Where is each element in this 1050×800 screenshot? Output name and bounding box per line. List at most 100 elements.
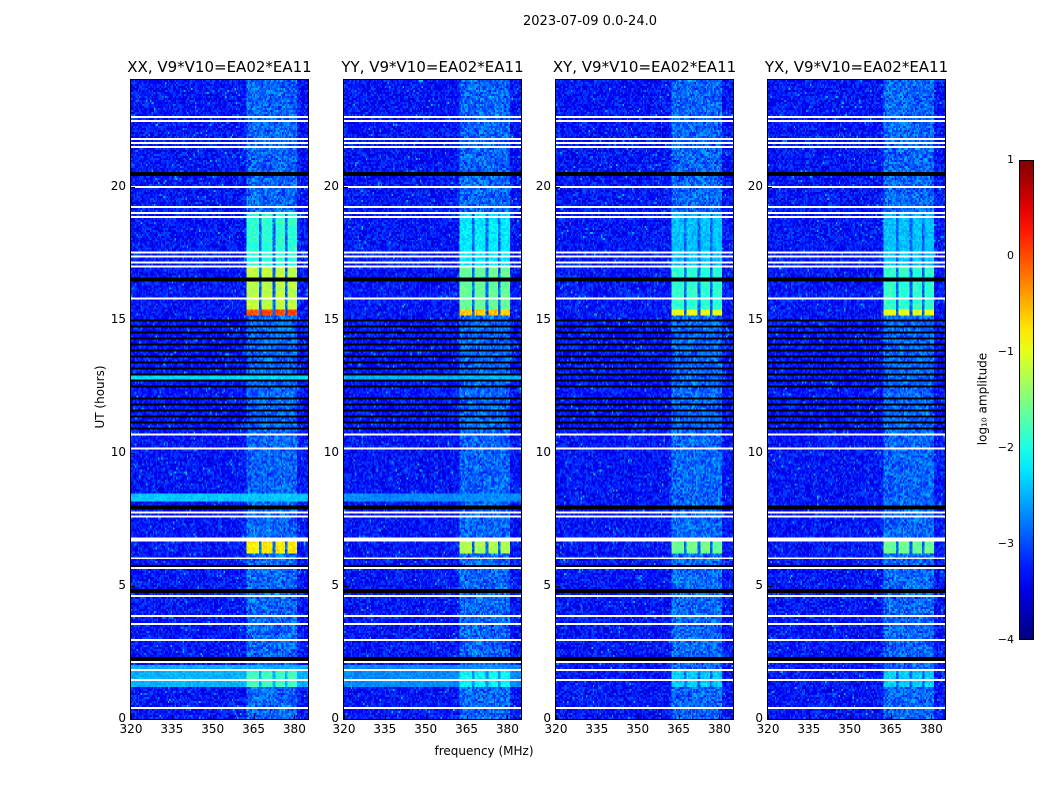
y-tick-mark [768,452,772,454]
x-tick-label: 380 [495,722,519,736]
x-tick-mark [768,715,769,719]
x-tick-mark [931,715,933,719]
y-tick-mark [556,186,560,188]
y-tick-mark [131,585,135,587]
x-tick-label: 380 [919,722,943,736]
y-tick-label: 15 [323,311,339,326]
x-tick-mark [637,715,639,719]
x-tick-mark [678,715,680,719]
waterfall-panel: YY, V9*V10=EA02*EA11 0 5 10 15 20 320 335 350 365… [324,58,524,736]
colorbar-tick-label: −2 [997,441,1014,454]
y-tick-label: 0 [331,711,339,725]
y-tick-mark [131,719,135,720]
waterfall-panel: YX, V9*V10=EA02*EA11 0 5 10 15 20 320 335 350 365… [748,58,948,736]
x-tick-mark [808,715,810,719]
y-tick-label: 0 [543,711,551,725]
x-tick-label: 380 [282,722,306,736]
y-tick-mark [768,319,772,321]
x-tick-mark [253,715,255,719]
y-tick-label: 20 [323,178,339,193]
y-tick-mark [556,452,560,454]
figure-title: 2023-07-09 0.0-24.0 [523,14,657,29]
heatmap-image [768,80,945,719]
y-tick-label: 15 [110,311,126,326]
x-tick-mark [212,715,214,719]
x-tick-label: 350 [626,722,650,736]
y-tick-mark [556,319,560,321]
x-tick-label: 350 [838,722,862,736]
y-tick-label: 0 [755,711,763,725]
y-tick-label: 5 [755,577,763,592]
colorbar-tick-label: −3 [997,537,1014,550]
x-tick-label: 320 [544,722,568,736]
y-tick-mark [131,186,135,188]
y-tick-label: 5 [543,577,551,592]
y-tick-mark [556,719,560,720]
panel-title: YX, V9*V10=EA02*EA11 [764,58,949,76]
x-tick-label: 365 [879,722,902,736]
x-tick-label: 350 [201,722,225,736]
y-tick-mark [768,585,772,587]
y-tick-label: 0 [118,711,126,725]
y-tick-mark [768,186,772,188]
y-tick-label: 15 [747,311,763,326]
y-tick-mark [344,719,348,720]
x-tick-label: 320 [119,722,143,736]
colorbar-tick-label: −4 [997,633,1014,646]
x-tick-mark [425,715,427,719]
x-tick-label: 365 [242,722,265,736]
x-tick-label: 335 [585,722,609,736]
x-tick-mark [171,715,173,719]
y-tick-label: 10 [747,444,763,459]
x-tick-mark [466,715,468,719]
waterfall-panel: XY, V9*V10=EA02*EA11 0 5 10 15 20 320 335 350 365… [536,58,736,736]
x-tick-label: 350 [414,722,438,736]
y-tick-label: 10 [535,444,551,459]
y-tick-label: 10 [323,444,339,459]
x-tick-mark [131,715,132,719]
panel-title: XX, V9*V10=EA02*EA11 [127,58,312,76]
panel-title: XY, V9*V10=EA02*EA11 [552,58,737,76]
x-tick-mark [294,715,296,719]
y-tick-mark [556,585,560,587]
x-axis-label: frequency (MHz) [434,744,534,758]
y-tick-mark [131,319,135,321]
x-tick-label: 365 [667,722,690,736]
x-tick-mark [344,715,345,719]
y-tick-mark [344,585,348,587]
panel-title: YY, V9*V10=EA02*EA11 [341,58,524,76]
y-tick-label: 15 [535,311,551,326]
y-tick-mark [131,452,135,454]
x-tick-label: 365 [455,722,478,736]
y-tick-mark [344,319,348,321]
x-tick-mark [849,715,851,719]
colorbar-tick-label: −1 [997,345,1014,358]
y-tick-mark [344,186,348,188]
y-tick-label: 20 [110,178,126,193]
x-tick-label: 380 [707,722,731,736]
x-tick-label: 335 [797,722,821,736]
x-tick-mark [719,715,721,719]
x-tick-label: 320 [756,722,780,736]
heatmap-image [131,80,308,719]
colorbar-tick-label: 1 [1007,153,1014,166]
x-tick-mark [507,715,509,719]
y-tick-mark [344,452,348,454]
heatmap-image [344,80,521,719]
y-tick-label: 5 [331,577,339,592]
x-tick-mark [596,715,598,719]
x-tick-mark [384,715,386,719]
y-tick-label: 5 [118,577,126,592]
y-tick-label: 10 [110,444,126,459]
y-tick-mark [768,719,772,720]
heatmap-image [556,80,733,719]
y-axis-label: UT (hours) [93,365,107,429]
x-tick-label: 335 [373,722,397,736]
x-tick-mark [890,715,892,719]
colorbar-tick-label: 0 [1007,249,1014,262]
colorbar [1019,160,1034,640]
y-tick-label: 20 [747,178,763,193]
x-tick-label: 335 [160,722,184,736]
y-tick-label: 20 [535,178,551,193]
x-tick-mark [556,715,557,719]
